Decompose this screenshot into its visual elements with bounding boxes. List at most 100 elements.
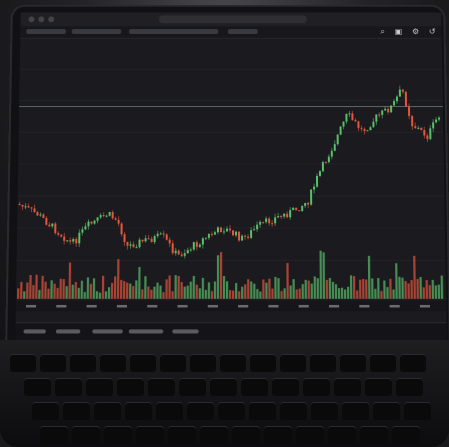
search-icon[interactable]: ⌕: [380, 27, 385, 37]
candle-body: [205, 238, 207, 239]
volume-bar: [392, 289, 394, 298]
volume-bar: [296, 289, 298, 298]
url-field[interactable]: [159, 15, 307, 23]
tab-strategy-tester[interactable]: [92, 329, 122, 333]
candle-body: [208, 234, 210, 238]
candle-body: [399, 90, 401, 97]
candle-body: [232, 230, 234, 235]
laptop-screen: ⌕ ▣ ⚙ ↺: [15, 13, 446, 342]
candle-body: [265, 219, 267, 222]
candle-body: [100, 215, 102, 217]
volume-bar: [253, 284, 255, 299]
candle-body: [157, 234, 159, 236]
candle-body: [396, 97, 398, 102]
volume-bar: [190, 282, 192, 299]
candle-body: [109, 212, 111, 216]
keyboard-key: [360, 426, 388, 444]
candle-body: [63, 237, 65, 241]
volume-bar: [389, 279, 391, 299]
candle-body: [22, 205, 24, 207]
volume-bar: [168, 275, 170, 298]
candle-body: [304, 203, 306, 206]
keyboard-key: [86, 378, 113, 396]
volume-bar: [35, 275, 38, 299]
volume-bar: [286, 263, 288, 299]
volume-bar: [105, 291, 107, 299]
candle-body: [432, 122, 434, 128]
symbol-label[interactable]: [26, 29, 66, 34]
tab-trading-panel[interactable]: [129, 329, 163, 333]
gear-icon[interactable]: ⚙: [412, 27, 419, 37]
candle-body: [81, 229, 83, 232]
volume-bar: [47, 289, 49, 299]
keyboard-key: [303, 378, 330, 396]
volume-bar: [347, 287, 349, 299]
keyboard-key: [404, 402, 431, 420]
volume-bar: [265, 283, 267, 299]
time-axis-tick: [420, 305, 430, 308]
volume-bar: [56, 288, 58, 299]
candle-body: [132, 244, 134, 247]
tab-stock-screener[interactable]: [24, 329, 46, 333]
keyboard-key: [249, 402, 276, 420]
keyboard-key: [72, 426, 100, 444]
keyboard-key: [70, 354, 96, 372]
volume-bar: [283, 288, 285, 298]
volume-bar: [416, 279, 419, 299]
undo-icon[interactable]: ↺: [429, 27, 436, 37]
candle-body: [340, 127, 342, 135]
time-axis-tick: [238, 305, 248, 308]
volume-bar: [335, 284, 337, 299]
volume-bar: [329, 278, 331, 299]
volume-bar: [311, 284, 313, 299]
volume-bar: [432, 280, 435, 299]
volume-bar: [199, 288, 201, 299]
candle-body: [411, 116, 413, 126]
browser-address-bar: [20, 13, 441, 28]
volume-bar: [108, 287, 110, 299]
volume-bar: [99, 293, 101, 299]
volume-bar: [44, 282, 46, 299]
volume-bar: [208, 282, 210, 298]
publish-icon[interactable]: ▣: [395, 27, 403, 37]
time-axis-tick: [268, 305, 278, 308]
volume-bar: [426, 280, 429, 299]
candle-body: [220, 227, 222, 232]
candle-body: [31, 207, 33, 208]
volume-bar: [256, 289, 258, 299]
volume-bar: [93, 278, 95, 299]
time-axis-tick: [26, 305, 36, 308]
candle-body: [172, 243, 174, 253]
candle-body: [184, 253, 186, 256]
time-axis: [16, 301, 446, 311]
candle-body: [316, 176, 318, 187]
candle-body: [369, 127, 371, 130]
volume-bar: [62, 279, 64, 299]
candle-body: [160, 233, 162, 234]
tab-pine-editor[interactable]: [56, 329, 80, 333]
volume-bar: [20, 282, 22, 299]
candlestick-chart[interactable]: [16, 38, 447, 328]
keyboard-key: [218, 402, 245, 420]
candle-body: [322, 162, 324, 171]
keyboard-key: [136, 426, 164, 444]
laptop-bezel: ⌕ ▣ ⚙ ↺: [5, 5, 449, 354]
keyboard-key: [187, 402, 214, 420]
volume-bar: [338, 288, 340, 299]
volume-bar: [401, 278, 404, 299]
candle-body: [307, 203, 309, 205]
candle-body: [72, 239, 74, 242]
volume-bar: [429, 285, 431, 299]
volume-bar: [187, 286, 189, 299]
tab-more[interactable]: [172, 329, 198, 333]
volume-bar: [368, 256, 371, 299]
candle-body: [381, 110, 383, 114]
keyboard-key: [32, 402, 59, 420]
volume-bar: [81, 281, 83, 299]
time-axis-tick: [87, 305, 97, 308]
time-axis-tick: [117, 305, 127, 308]
volume-bar: [132, 286, 134, 299]
candle-body: [295, 208, 297, 210]
candle-body: [78, 233, 80, 244]
volume-bar: [141, 289, 143, 298]
